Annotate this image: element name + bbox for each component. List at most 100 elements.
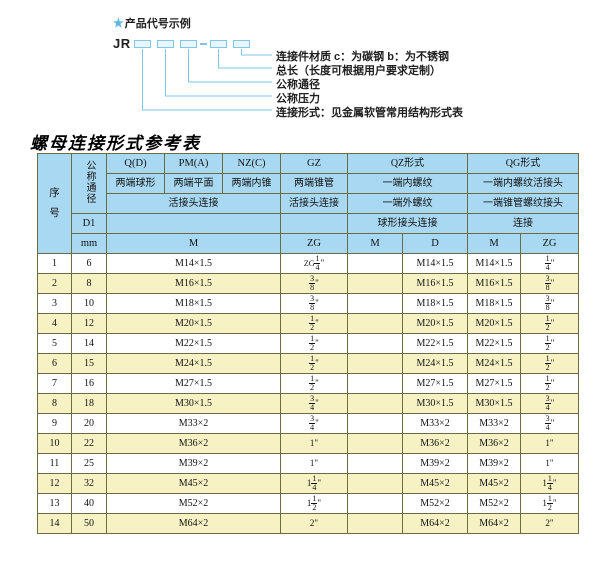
product-code-diagram: ★产品代号示例 JR 连接件材质 c：为碳钢 b：为不锈钢 总长（长度可根据用户… [0, 0, 600, 128]
cell-seq: 9 [37, 413, 72, 434]
cell-gz-zg: 1 2 " [280, 373, 348, 394]
cell-gz-zg: 1 1 4 " [280, 473, 348, 494]
cell-qg-m: M20×1.5 [467, 313, 521, 334]
table-row: 13 40 M52×2 1 1 2 " M52×2 M52×2 1 1 2 " [37, 493, 580, 514]
cell-qg-m: M39×2 [467, 453, 521, 474]
header-seq: 序 号 [37, 153, 72, 254]
star-icon: ★ [113, 16, 124, 30]
header-group-desc-gz: 两端锥管 [280, 173, 348, 194]
cell-qg-m: M36×2 [467, 433, 521, 454]
cell-qz-m [347, 333, 403, 354]
code-desc-pressure: 公称压力 [276, 93, 320, 105]
cell-seq: 12 [37, 473, 72, 494]
cell-seq: 6 [37, 353, 72, 374]
cell-qz-d: M22×1.5 [402, 333, 468, 354]
cell-qz-m [347, 253, 403, 274]
product-code-title-text: 产品代号示例 [124, 18, 191, 30]
cell-seq: 1 [37, 253, 72, 274]
header-row-sub2: D1 球形接头连接 连接 [38, 213, 580, 234]
cell-d1: 10 [71, 293, 107, 314]
cell-qg-zg: 3 8 " [519, 293, 580, 314]
header-unit-mm: mm [71, 233, 107, 254]
header-sub1-qg: 一端锥管螺纹接头 [466, 193, 580, 214]
cell-qg-m: M64×2 [467, 513, 521, 534]
cell-qz-m [347, 373, 403, 394]
cell-gz-zg: 1 2 " [280, 313, 348, 334]
header-unit-d-qz: D [402, 233, 468, 254]
code-box-2 [157, 40, 174, 48]
cell-qz-m [347, 313, 403, 334]
cell-gz-zg: 2" [280, 513, 348, 534]
cell-m-left: M36×2 [106, 433, 281, 454]
cell-m-left: M16×1.5 [106, 273, 281, 294]
nut-connection-reference-table: 序 号 公称通径 Q(D) PM(A) NZ(C) GZ QZ形式 QG形式 两… [37, 153, 580, 534]
code-desc-material: 连接件材质 c：为碳钢 b：为不锈钢 [276, 51, 449, 63]
cell-qz-m [347, 273, 403, 294]
header-group-desc-pma: 两端平面 [164, 173, 223, 194]
cell-qg-zg: 1" [519, 433, 580, 454]
code-prefix: JR [113, 36, 131, 51]
cell-qg-zg: 1 2 " [519, 333, 580, 354]
header-nominal-diameter: 公称通径 [71, 153, 107, 214]
cell-qz-d: M16×1.5 [402, 273, 468, 294]
cell-seq: 8 [37, 393, 72, 414]
cell-qg-m: M45×2 [467, 473, 521, 494]
header-group-code-pma: PM(A) [164, 153, 223, 174]
table-row: 9 20 M33×2 3 4 " M33×2 M33×2 3 4 " [37, 413, 580, 434]
cell-d1: 15 [71, 353, 107, 374]
cell-seq: 14 [37, 513, 72, 534]
cell-d1: 16 [71, 373, 107, 394]
cell-qz-d: M45×2 [402, 473, 468, 494]
cell-qz-d: M33×2 [402, 413, 468, 434]
cell-d1: 12 [71, 313, 107, 334]
cell-m-left: M39×2 [106, 453, 281, 474]
cell-qz-m [347, 433, 403, 454]
cell-d1: 6 [71, 253, 107, 274]
header-group-desc-qg: 一端内螺纹活接头 [466, 173, 580, 194]
cell-qz-d: M36×2 [402, 433, 468, 454]
cell-d1: 25 [71, 453, 107, 474]
cell-gz-zg: ZG 1 4 " [280, 253, 348, 274]
header-unit-m-qz: M [347, 233, 403, 254]
cell-seq: 11 [37, 453, 72, 474]
code-box-5 [233, 40, 250, 48]
cell-d1: 20 [71, 413, 107, 434]
cell-qz-m [347, 513, 403, 534]
header-unit-m-left: M [106, 233, 281, 254]
cell-qz-d: M18×1.5 [402, 293, 468, 314]
cell-m-left: M20×1.5 [106, 313, 281, 334]
code-separator-dash [200, 43, 207, 45]
cell-qg-zg: 1 2 " [519, 373, 580, 394]
cell-m-left: M33×2 [106, 413, 281, 434]
cell-d1: 22 [71, 433, 107, 454]
code-box-1 [134, 40, 151, 48]
code-desc-conn-type: 连接形式：见金属软管常用结构形式表 [276, 107, 463, 119]
cell-qg-zg: 1" [519, 453, 580, 474]
cell-d1: 32 [71, 473, 107, 494]
cell-gz-zg: 1 1 2 " [280, 493, 348, 514]
cell-d1: 18 [71, 393, 107, 414]
header-d1: D1 [71, 213, 107, 234]
cell-seq: 4 [37, 313, 72, 334]
header-row-desc: 两端球形 两端平面 两端内锥 两端锥管 一端内螺纹 一端内螺纹活接头 [38, 173, 580, 194]
cell-qg-zg: 3 4 " [519, 413, 580, 434]
cell-qz-d: M27×1.5 [402, 373, 468, 394]
table-row: 10 22 M36×2 1" M36×2 M36×2 1" [37, 433, 580, 454]
header-group-desc-qz: 一端内螺纹 [347, 173, 468, 194]
cell-qg-m: M33×2 [467, 413, 521, 434]
cell-m-left: M64×2 [106, 513, 281, 534]
cell-qg-zg: 1 1 4 " [519, 473, 580, 494]
cell-qz-m [347, 473, 403, 494]
header-seq-line1: 序 [49, 187, 60, 199]
table-row: 3 10 M18×1.5 3 8 " M18×1.5 M18×1.5 3 8 " [37, 293, 580, 314]
header-group-code-qg: QG形式 [466, 153, 580, 174]
header-group-code-gz: GZ [280, 153, 348, 174]
code-box-4 [210, 40, 227, 48]
cell-m-left: M24×1.5 [106, 353, 281, 374]
cell-qz-d: M14×1.5 [402, 253, 468, 274]
cell-qz-d: M20×1.5 [402, 313, 468, 334]
code-desc-diameter: 公称通径 [276, 79, 320, 91]
table-row: 12 32 M45×2 1 1 4 " M45×2 M45×2 1 1 4 " [37, 473, 580, 494]
cell-qg-m: M22×1.5 [467, 333, 521, 354]
cell-qg-zg: 1 1 2 " [519, 493, 580, 514]
